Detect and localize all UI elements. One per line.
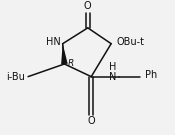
Polygon shape <box>61 44 68 64</box>
Text: O: O <box>84 1 92 11</box>
Text: OBu-t: OBu-t <box>116 37 144 47</box>
Text: N: N <box>109 72 117 82</box>
Text: O: O <box>88 116 95 126</box>
Text: HN: HN <box>46 37 61 47</box>
Text: H: H <box>109 62 117 72</box>
Text: Ph: Ph <box>145 70 157 80</box>
Text: R: R <box>68 60 75 68</box>
Text: i-Bu: i-Bu <box>6 72 25 82</box>
